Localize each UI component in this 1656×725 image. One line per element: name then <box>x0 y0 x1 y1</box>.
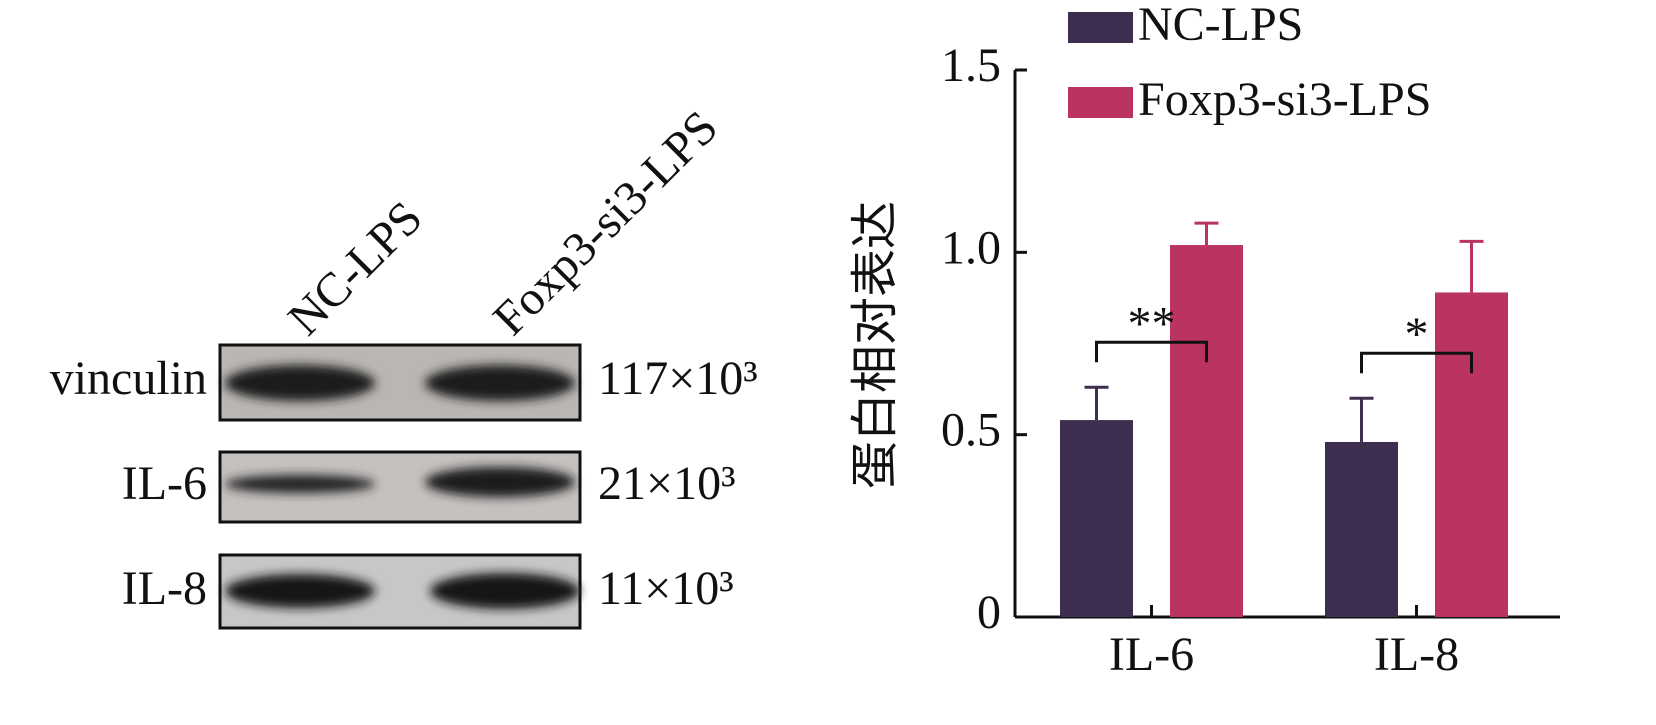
bar <box>1435 292 1508 617</box>
bar <box>1060 420 1133 617</box>
band <box>425 467 575 497</box>
blot-row: vinculin 117×10³ <box>50 343 758 422</box>
band <box>430 573 580 609</box>
lane-label: NC-LPS <box>278 191 432 345</box>
significance-label: ** <box>1128 297 1176 350</box>
y-tick-label: 1.5 <box>941 39 1001 92</box>
blot-row: IL-6 21×10³ <box>122 450 735 524</box>
y-tick-label: 1.0 <box>941 221 1001 274</box>
lane-label: Foxp3-si3-LPS <box>483 101 728 346</box>
significance-label: * <box>1405 308 1429 361</box>
legend-label: Foxp3-si3-LPS <box>1138 73 1431 126</box>
legend-swatch <box>1068 12 1133 43</box>
y-tick-label: 0.5 <box>941 404 1001 457</box>
band <box>425 365 575 401</box>
size-label: 117×10³ <box>598 352 758 405</box>
significance-bracket <box>1360 351 1473 374</box>
legend-swatch <box>1068 87 1133 118</box>
band <box>225 574 375 608</box>
significance-bracket <box>1095 340 1208 363</box>
band <box>225 365 375 401</box>
x-tick-label: IL-8 <box>1374 628 1459 681</box>
protein-label: vinculin <box>50 352 207 405</box>
y-axis-label: 蛋白相对表达 <box>849 201 902 489</box>
band <box>225 475 375 493</box>
bar <box>1325 441 1398 617</box>
x-tick-label: IL-6 <box>1109 628 1194 681</box>
blot-row: IL-8 11×10³ <box>122 553 734 630</box>
bar <box>1170 245 1243 618</box>
protein-label: IL-8 <box>122 562 207 615</box>
protein-label: IL-6 <box>122 457 207 510</box>
size-label: 21×10³ <box>598 457 735 510</box>
y-tick-label: 0 <box>977 586 1001 639</box>
legend-label: NC-LPS <box>1138 0 1303 51</box>
size-label: 11×10³ <box>598 562 734 615</box>
